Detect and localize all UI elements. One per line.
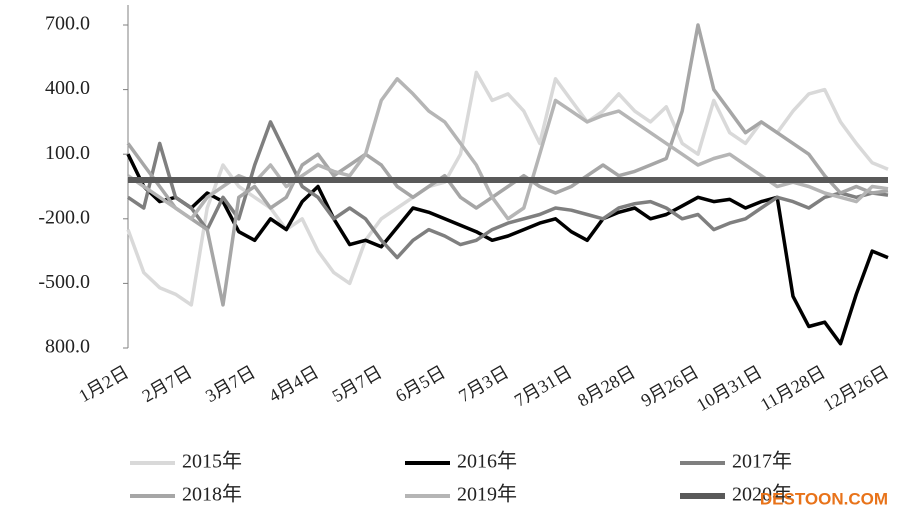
legend-label: 2018年 (182, 483, 242, 506)
x-tick-label: 2月7日 (139, 362, 196, 406)
y-tick-label: -500.0 (38, 271, 90, 293)
watermark: DESTOON.COM (760, 489, 888, 508)
legend-label: 2019年 (457, 483, 517, 506)
x-tick-label: 1月2日 (75, 362, 132, 406)
legend-label: 2017年 (732, 450, 792, 473)
x-tick-label: 6月5日 (392, 362, 449, 406)
legend-label: 2016年 (457, 450, 517, 473)
x-tick-label: 8月28日 (574, 362, 639, 411)
legend-label: 2015年 (182, 450, 242, 473)
x-tick-label: 4月4日 (265, 362, 322, 406)
y-tick-label: 700.0 (45, 13, 90, 35)
y-tick-label: 100.0 (45, 142, 90, 164)
legend-label: 2020年 (732, 483, 792, 506)
series-line (126, 153, 889, 346)
series-line (126, 23, 889, 307)
y-tick-label: 800.0 (45, 336, 90, 358)
x-tick-label: 12月26日 (820, 362, 892, 415)
series-line (126, 70, 889, 307)
x-tick-label: 7月31日 (511, 362, 576, 411)
x-tick-label: 3月7日 (202, 362, 259, 406)
series-line (127, 120, 889, 260)
y-tick-label: -200.0 (38, 206, 90, 228)
x-tick-label: 10月31日 (693, 362, 765, 415)
x-tick-label: 9月26日 (638, 362, 703, 411)
legend: 2015年 2016年 2017年 2018年 2019年 2020年 (130, 450, 792, 506)
y-tick-label: 400.0 (45, 77, 90, 99)
x-tick-label: 5月7日 (329, 362, 386, 406)
x-tick-label: 11月28日 (757, 362, 829, 415)
x-tick-label: 7月3日 (455, 362, 512, 406)
